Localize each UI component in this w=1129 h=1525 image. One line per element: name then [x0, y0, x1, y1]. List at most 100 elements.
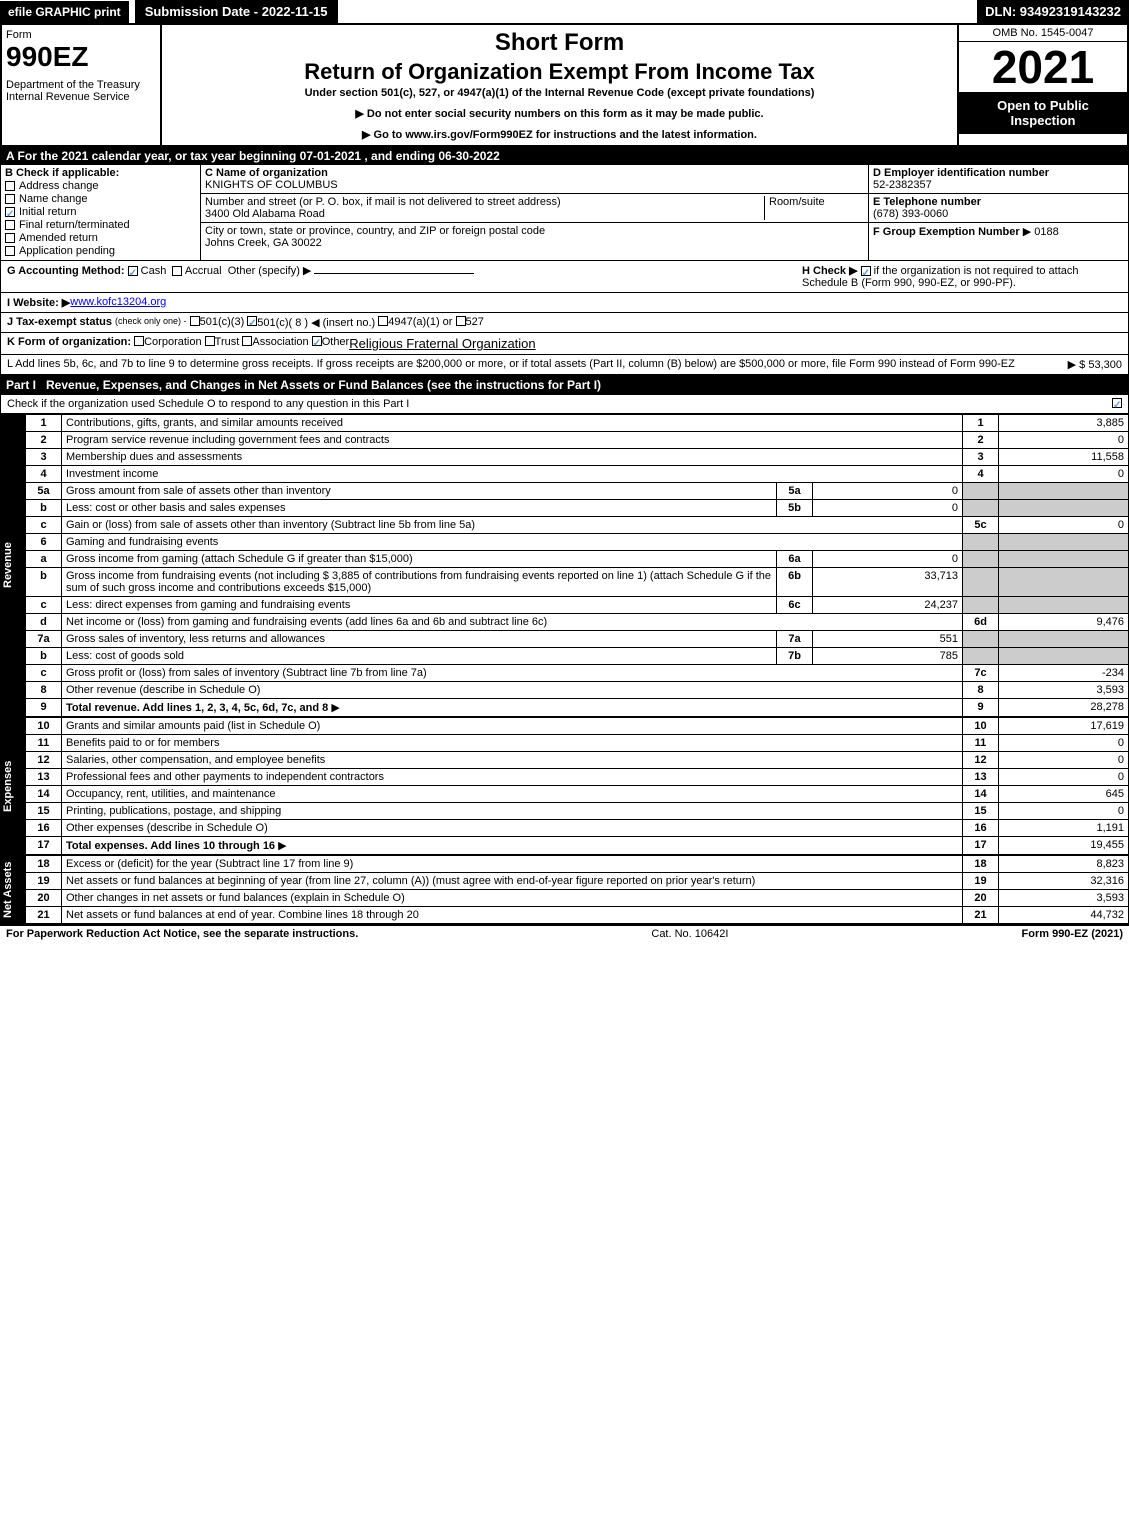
line-desc: Benefits paid to or for members — [66, 737, 219, 749]
check-name-change[interactable]: Name change — [5, 193, 196, 205]
line-num: 8 — [26, 682, 62, 699]
line-desc: Net income or (loss) from gaming and fun… — [66, 616, 547, 628]
ein-value: 52-2382357 — [873, 179, 932, 191]
line-num: c — [26, 517, 62, 534]
table-row: 8Other revenue (describe in Schedule O)8… — [26, 682, 1129, 699]
expenses-table: 10Grants and similar amounts paid (list … — [25, 717, 1129, 855]
line-val: 3,593 — [999, 890, 1129, 907]
line-desc: Gross profit or (loss) from sales of inv… — [66, 667, 427, 679]
table-row: 12Salaries, other compensation, and empl… — [26, 752, 1129, 769]
table-row: 16Other expenses (describe in Schedule O… — [26, 820, 1129, 837]
table-row: bLess: cost or other basis and sales exp… — [26, 500, 1129, 517]
line-desc: Other changes in net assets or fund bala… — [66, 892, 405, 904]
checkbox-icon — [5, 181, 15, 191]
city-label: City or town, state or province, country… — [205, 225, 545, 237]
table-row: 19Net assets or fund balances at beginni… — [26, 873, 1129, 890]
line-desc: Net assets or fund balances at beginning… — [66, 875, 755, 887]
checkbox-icon[interactable] — [378, 316, 388, 326]
sub-val: 0 — [813, 500, 963, 517]
check-amended-return[interactable]: Amended return — [5, 232, 196, 244]
line-desc: Salaries, other compensation, and employ… — [66, 754, 325, 766]
k-trust: Trust — [215, 336, 240, 351]
line-val: 0 — [999, 517, 1129, 534]
line-num: 11 — [26, 735, 62, 752]
expenses-section: Expenses 10Grants and similar amounts pa… — [0, 717, 1129, 855]
line-rnum: 14 — [963, 786, 999, 803]
sub-val: 0 — [813, 483, 963, 500]
checkbox-icon[interactable] — [456, 316, 466, 326]
table-row: 18Excess or (deficit) for the year (Subt… — [26, 856, 1129, 873]
net-assets-section: Net Assets 18Excess or (deficit) for the… — [0, 855, 1129, 924]
checkbox-icon[interactable] — [242, 336, 252, 346]
line-val: 3,593 — [999, 682, 1129, 699]
room-label: Room/suite — [769, 196, 825, 208]
line-val: 28,278 — [999, 699, 1129, 717]
line-rnum: 9 — [963, 699, 999, 717]
table-row: 1Contributions, gifts, grants, and simil… — [26, 415, 1129, 432]
table-row: dNet income or (loss) from gaming and fu… — [26, 614, 1129, 631]
checkbox-icon[interactable] — [861, 266, 871, 276]
row-l-gross-receipts: L Add lines 5b, 6c, and 7b to line 9 to … — [0, 355, 1129, 375]
line-desc: Other expenses (describe in Schedule O) — [66, 822, 268, 834]
table-row: aGross income from gaming (attach Schedu… — [26, 551, 1129, 568]
line-desc: Occupancy, rent, utilities, and maintena… — [66, 788, 276, 800]
line-num: 21 — [26, 907, 62, 924]
return-title: Return of Organization Exempt From Incom… — [170, 59, 949, 85]
form-label: Form — [6, 29, 156, 41]
check-label: Final return/terminated — [19, 219, 130, 231]
revenue-side-label: Revenue — [1, 414, 25, 717]
under-section: Under section 501(c), 527, or 4947(a)(1)… — [170, 87, 949, 99]
line-rnum: 18 — [963, 856, 999, 873]
sub-val: 33,713 — [813, 568, 963, 597]
line-desc: Less: cost of goods sold — [66, 650, 184, 662]
table-row: 6Gaming and fundraising events — [26, 534, 1129, 551]
checkbox-icon[interactable] — [312, 336, 322, 346]
table-row: 9Total revenue. Add lines 1, 2, 3, 4, 5c… — [26, 699, 1129, 717]
line-rnum: 20 — [963, 890, 999, 907]
k-label: K Form of organization: — [7, 336, 131, 351]
line-num: 14 — [26, 786, 62, 803]
checkbox-icon[interactable] — [205, 336, 215, 346]
checkbox-icon[interactable] — [190, 316, 200, 326]
line-desc: Contributions, gifts, grants, and simila… — [66, 417, 343, 429]
net-assets-table: 18Excess or (deficit) for the year (Subt… — [25, 855, 1129, 924]
line-rnum: 11 — [963, 735, 999, 752]
check-initial-return[interactable]: Initial return — [5, 206, 196, 218]
sub-num: 6c — [777, 597, 813, 614]
efile-print-button[interactable]: efile GRAPHIC print — [0, 1, 129, 23]
line-desc: Investment income — [66, 468, 158, 480]
check-application-pending[interactable]: Application pending — [5, 245, 196, 257]
header-left: Form 990EZ Department of the Treasury In… — [2, 25, 162, 145]
check-address-change[interactable]: Address change — [5, 180, 196, 192]
group-value: ▶ 0188 — [1023, 226, 1059, 238]
row-k-form-org: K Form of organization: Corporation Trus… — [0, 333, 1129, 355]
website-label: I Website: ▶ — [7, 296, 70, 309]
table-row: 10Grants and similar amounts paid (list … — [26, 718, 1129, 735]
line-desc: Professional fees and other payments to … — [66, 771, 384, 783]
j-opt3: 4947(a)(1) or — [388, 316, 452, 329]
line-val: 0 — [999, 735, 1129, 752]
form-header: Form 990EZ Department of the Treasury In… — [0, 25, 1129, 147]
accrual-label: Accrual — [185, 265, 222, 277]
checkbox-icon[interactable] — [247, 316, 257, 326]
website-link[interactable]: www.kofc13204.org — [70, 296, 166, 309]
table-row: 14 Occupancy, rent, utilities, and mainte… — [26, 786, 1129, 803]
line-rnum: 8 — [963, 682, 999, 699]
top-bar: efile GRAPHIC print Submission Date - 20… — [0, 0, 1129, 25]
checkbox-icon[interactable] — [134, 336, 144, 346]
checkbox-icon[interactable] — [128, 266, 138, 276]
sub-num: 7a — [777, 631, 813, 648]
table-row: 13Professional fees and other payments t… — [26, 769, 1129, 786]
checkbox-icon[interactable] — [1112, 398, 1122, 408]
checkbox-icon[interactable] — [172, 266, 182, 276]
k-other-value: Religious Fraternal Organization — [349, 336, 535, 351]
line-desc: Gross income from fundraising events (no… — [66, 570, 771, 594]
line-num: a — [26, 551, 62, 568]
section-c: C Name of organization KNIGHTS OF COLUMB… — [201, 165, 868, 260]
sub-val: 551 — [813, 631, 963, 648]
table-row: 20 Other changes in net assets or fund ba… — [26, 890, 1129, 907]
check-label: Name change — [19, 193, 88, 205]
line-desc: Net assets or fund balances at end of ye… — [66, 909, 419, 921]
line-num: 17 — [26, 837, 62, 855]
check-final-return[interactable]: Final return/terminated — [5, 219, 196, 231]
